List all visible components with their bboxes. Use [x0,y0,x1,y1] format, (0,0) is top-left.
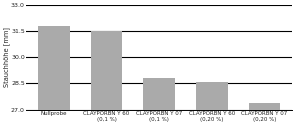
Bar [196,82,227,110]
Bar [91,31,122,110]
Bar [249,103,280,110]
Bar [38,26,70,110]
Y-axis label: Stauchhöhe [mm]: Stauchhöhe [mm] [3,27,9,87]
Bar [143,78,175,110]
